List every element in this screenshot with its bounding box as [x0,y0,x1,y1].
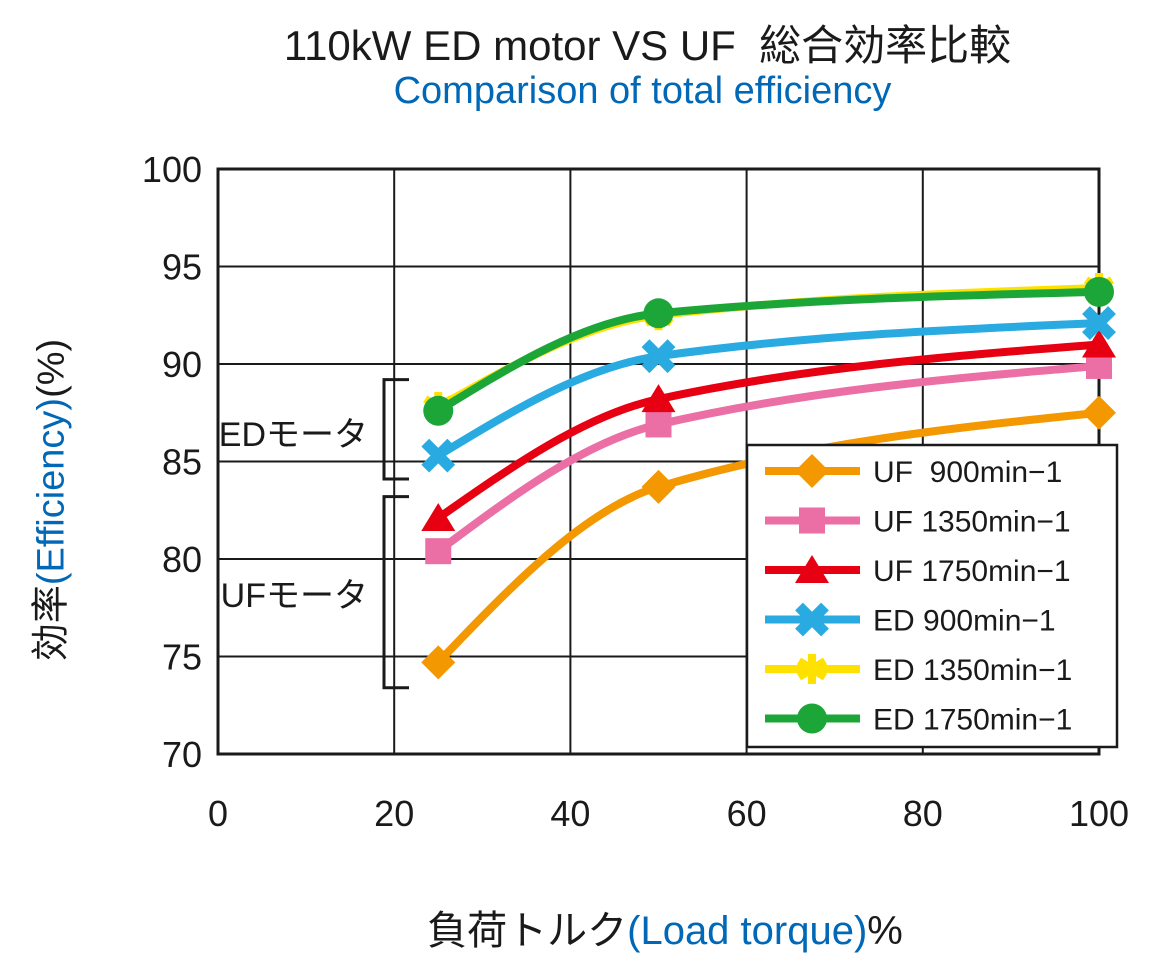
legend-item-uf-1350min-1: UF 1350min−1 [765,506,1071,539]
legend-marker-circle [797,703,827,734]
series-marker-uf-1350min-1 [425,538,452,565]
y-tick-label: 70 [162,734,202,775]
series-line-uf-1350min-1 [435,361,1100,555]
legend-label: ED 1350min−1 [873,654,1072,687]
series-marker-ed-900min-1 [421,438,456,473]
x-axis-title-unit: % [867,909,903,953]
annotation-label-uf-motor: UFモータ [220,577,368,615]
series-marker-ed-1750min-1 [423,395,454,426]
series-marker-uf-1350min-1 [645,411,672,438]
y-axis-title: 効率(Efficiency)(%) [20,339,75,661]
legend-item-ed-1750min-1: ED 1750min−1 [765,703,1072,737]
series-marker-ed-900min-1 [641,339,676,374]
legend-item-ed-1350min-1: ED 1350min−1 [765,654,1072,687]
y-axis-title-unit: (%) [30,338,73,398]
legend-label: ED 900min−1 [873,605,1056,638]
x-axis-title-en: (Load torque) [627,909,868,953]
y-tick-label: 100 [142,149,202,190]
x-axis-title-jp: 負荷トルク [427,909,628,953]
series-line-uf-900min-1 [435,408,1100,666]
legend-label: UF 900min−1 [873,456,1062,489]
series-marker-uf-1750min-1 [1082,329,1116,358]
y-tick-label: 95 [162,247,202,288]
series-marker-uf-900min-1 [421,645,456,680]
x-tick-label: 0 [208,793,228,834]
legend-marker-diamond [795,454,829,488]
x-tick-label: 20 [374,793,414,834]
legend-box [745,443,1119,749]
legend-item-ed-900min-1: ED 900min−1 [765,602,1056,638]
x-axis-title: 負荷トルク(Load torque)% [159,898,1171,956]
legend-marker-x [795,602,829,637]
series-marker-uf-900min-1 [1082,395,1116,430]
series-marker-ed-1750min-1 [643,298,674,329]
y-tick-label: 85 [162,442,202,483]
y-tick-label: 80 [162,539,202,580]
x-tick-label: 40 [550,793,590,834]
annotation-label-ed-motor: EDモータ [218,416,368,454]
legend-label: ED 1750min−1 [873,704,1072,737]
series-line-ed-900min-1 [436,319,1100,460]
legend-item-uf-1750min-1: UF 1750min−1 [765,555,1071,588]
y-axis-title-en: (Efficiency) [30,397,73,586]
chart-subtitle: Comparison of total efficiency [393,70,892,112]
legend-marker-square [799,507,825,534]
x-tick-label: 60 [727,793,767,834]
legend-label: UF 1750min−1 [873,555,1071,588]
series-marker-uf-1750min-1 [421,503,456,532]
y-tick-label: 90 [162,344,202,385]
annotation-bracket-ed-motor [382,378,409,481]
chart-title: 110kW ED motor VS UF 総合効率比較 [283,22,1012,69]
legend-label: UF 1350min−1 [873,506,1071,539]
legend-marker-asterisk [796,654,828,684]
x-tick-label: 80 [903,793,943,834]
x-tick-label: 100 [1069,793,1129,834]
y-axis-title-jp: 効率 [30,585,73,662]
series-marker-uf-1750min-1 [641,384,676,413]
series-line-ed-1750min-1 [436,287,1100,415]
annotation-bracket-uf-motor [382,495,409,690]
y-tick-label: 75 [162,637,202,678]
series-marker-ed-900min-1 [1082,306,1116,340]
series-marker-ed-1750min-1 [1084,276,1114,307]
series-line-uf-1750min-1 [435,340,1100,522]
legend-marker-triangle [795,555,829,583]
legend-item-uf-900min-1: UF 900min−1 [765,454,1062,489]
series-marker-uf-900min-1 [641,469,676,504]
